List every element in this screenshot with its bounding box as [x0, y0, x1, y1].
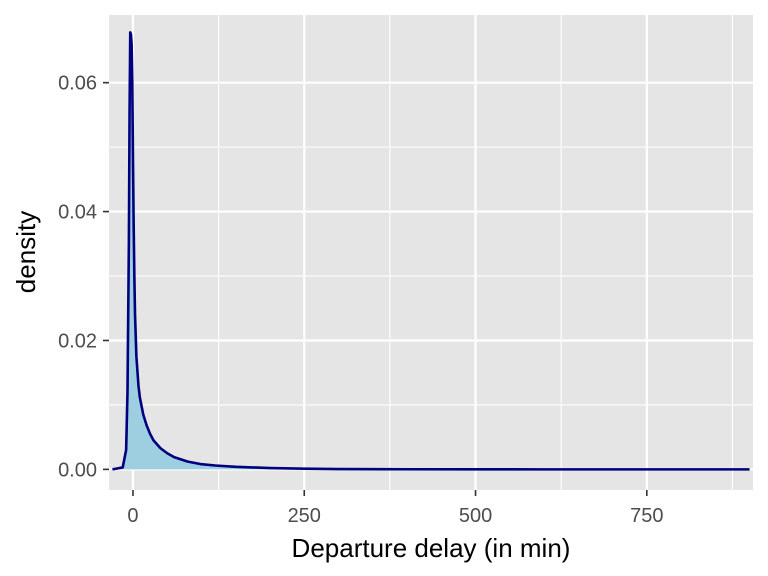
x-tick-labels: 0 250 500 750 [127, 505, 663, 527]
y-tick-label: 0.04 [58, 202, 97, 224]
plot-panel [109, 15, 753, 490]
y-tick-label: 0.06 [58, 73, 97, 95]
x-tick-label: 0 [127, 505, 138, 527]
minor-gridlines [109, 15, 753, 490]
x-axis-title: Departure delay (in min) [292, 533, 571, 563]
x-tick-label: 250 [288, 505, 321, 527]
y-tick-label: 0.02 [58, 330, 97, 352]
x-tick-label: 750 [630, 505, 663, 527]
y-axis-title: density [11, 211, 41, 293]
density-line [112, 31, 750, 471]
axis-ticks [103, 81, 648, 496]
density-series [112, 31, 750, 471]
y-tick-labels: 0.00 0.02 0.04 0.06 [58, 73, 97, 482]
y-tick-label: 0.00 [58, 459, 97, 481]
x-tick-label: 500 [459, 505, 492, 527]
